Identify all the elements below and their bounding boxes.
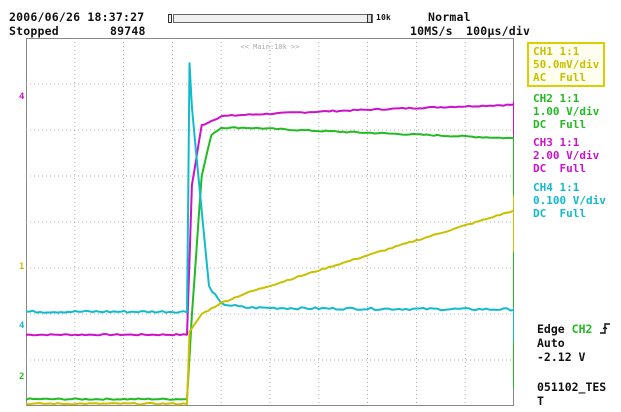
ch3-settings[interactable]: CH3 1:1 2.00 V/div DC Full xyxy=(533,136,599,175)
ch4-scale: 0.100 V/div xyxy=(533,194,606,207)
trace-ch3 xyxy=(26,101,514,337)
trigger-settings[interactable]: Edge CH2 Auto -2.12 V xyxy=(537,322,611,364)
ch3-coupling: DC xyxy=(533,162,547,175)
bar-start-handle[interactable] xyxy=(168,14,172,23)
file-name-line2: T xyxy=(537,394,544,408)
ch2-marker: 2 xyxy=(19,372,25,382)
ch1-marker: 1 xyxy=(19,262,25,272)
ch1-coupling: AC xyxy=(533,71,547,84)
ch1-name: CH1 1:1 xyxy=(533,45,580,58)
ch4-coupling: DC xyxy=(533,207,547,220)
rising-edge-icon xyxy=(600,323,611,334)
run-status: Stopped xyxy=(9,24,59,38)
datetime: 2006/06/26 18:37:27 xyxy=(9,10,145,24)
ch2-bandwidth: Full xyxy=(559,118,587,131)
ch1-settings[interactable]: CH1 1:1 50.0mV/div AC Full xyxy=(527,42,606,87)
ch3-marker: 4 xyxy=(19,92,25,102)
bar-position-handle[interactable] xyxy=(367,14,372,23)
ch4-name: CH4 1:1 xyxy=(533,181,580,194)
memory-label: << Main:10k >> xyxy=(240,43,299,51)
ch2-settings[interactable]: CH2 1:1 1.00 V/div DC Full xyxy=(533,92,599,131)
trace-ch1 xyxy=(26,195,514,406)
ch4-bandwidth: Full xyxy=(559,207,587,220)
trigger-mode: Normal xyxy=(428,10,471,24)
ch4-marker: 4 xyxy=(19,321,25,331)
record-length: 10k xyxy=(376,13,392,22)
trace-ch2 xyxy=(26,126,514,401)
trigger-type: Edge xyxy=(537,322,565,336)
file-name: 051102_TES T xyxy=(537,380,606,408)
ch3-bandwidth: Full xyxy=(559,162,587,175)
trigger-source: CH2 xyxy=(571,322,593,336)
ch3-scale: 2.00 V/div xyxy=(533,149,600,162)
ch2-scale: 1.00 V/div xyxy=(533,105,600,118)
ch1-scale: 50.0mV/div xyxy=(533,58,600,71)
record-count: 89748 xyxy=(110,24,146,38)
timebase: 100µs/div xyxy=(466,24,531,38)
ch2-coupling: DC xyxy=(533,118,547,131)
ch4-settings[interactable]: CH4 1:1 0.100 V/div DC Full xyxy=(533,181,606,220)
ch3-name: CH3 1:1 xyxy=(533,136,580,149)
trigger-mode-auto: Auto xyxy=(537,336,565,350)
ch1-bandwidth: Full xyxy=(559,71,587,84)
trace-ch4 xyxy=(26,62,514,342)
record-position-bar[interactable] xyxy=(168,14,373,23)
waveform-display[interactable]: << Main:10k >> xyxy=(26,38,514,406)
file-name-line1: 051102_TES xyxy=(537,380,607,394)
sample-rate: 10MS/s xyxy=(410,24,453,38)
ch2-name: CH2 1:1 xyxy=(533,92,580,105)
trigger-level: -2.12 V xyxy=(537,350,586,364)
